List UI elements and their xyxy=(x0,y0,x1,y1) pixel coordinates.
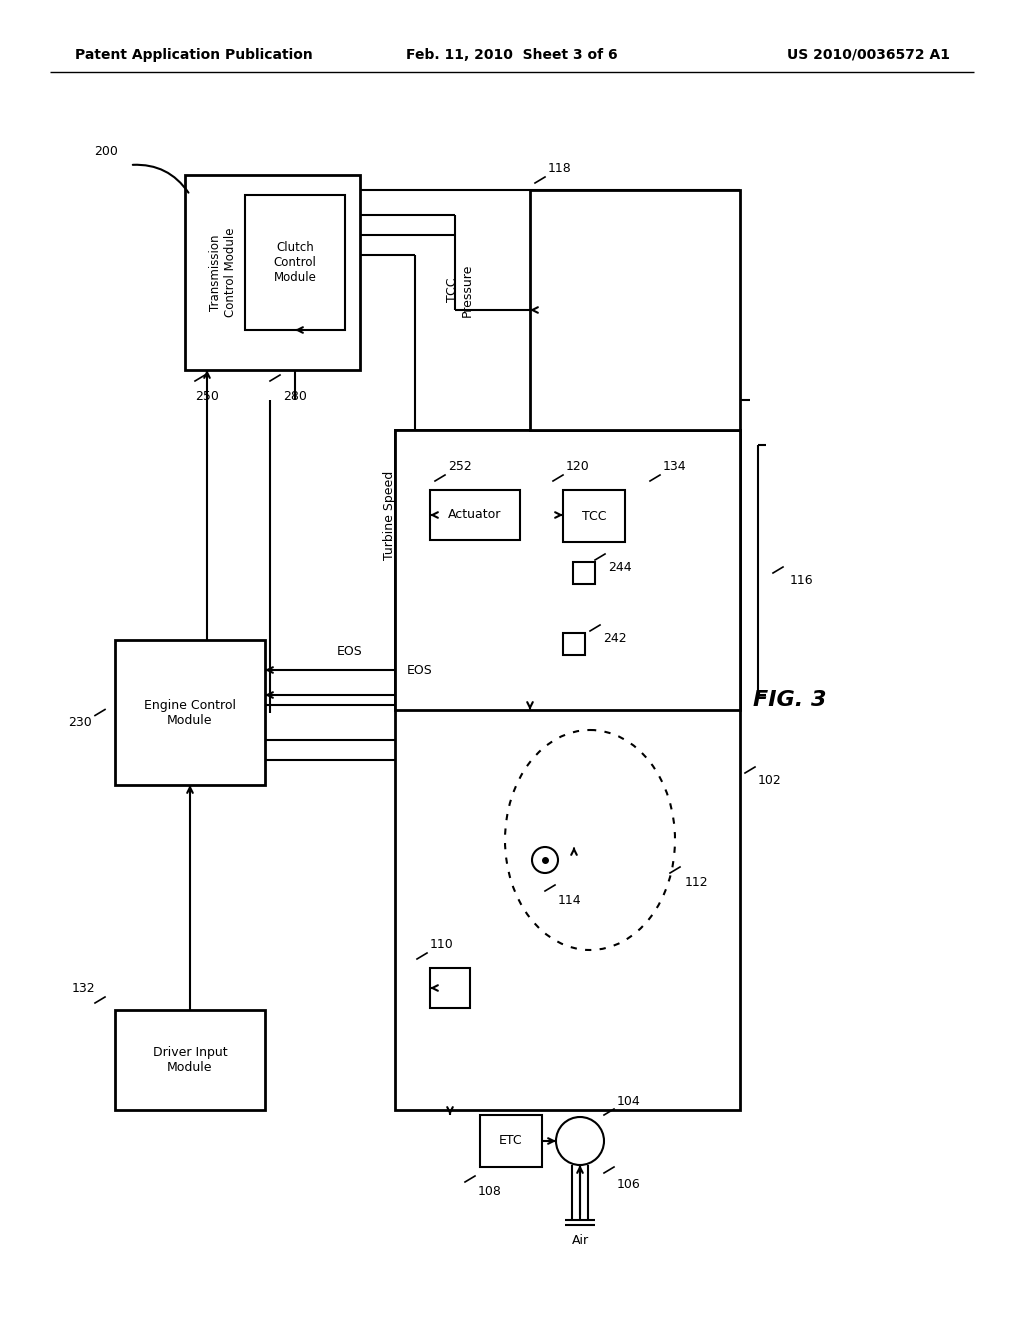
Text: Turbine Speed: Turbine Speed xyxy=(384,470,396,560)
Text: ETC: ETC xyxy=(499,1134,523,1147)
Text: Feb. 11, 2010  Sheet 3 of 6: Feb. 11, 2010 Sheet 3 of 6 xyxy=(407,48,617,62)
Text: 200: 200 xyxy=(94,145,118,158)
Text: Clutch
Control
Module: Clutch Control Module xyxy=(273,242,316,284)
Bar xyxy=(563,634,585,655)
Text: 132: 132 xyxy=(72,982,95,995)
Text: 114: 114 xyxy=(558,894,582,907)
Bar xyxy=(530,190,740,430)
Text: 108: 108 xyxy=(478,1185,502,1199)
Text: 104: 104 xyxy=(617,1096,641,1107)
Bar xyxy=(480,1115,542,1167)
Bar xyxy=(115,640,265,785)
Bar xyxy=(430,490,520,540)
Text: Engine Control
Module: Engine Control Module xyxy=(144,698,236,726)
Circle shape xyxy=(556,1117,604,1166)
Bar xyxy=(115,1010,265,1110)
Text: Air: Air xyxy=(571,1233,589,1246)
Text: 242: 242 xyxy=(603,632,627,645)
Text: TCC: TCC xyxy=(582,510,606,523)
Bar xyxy=(245,195,345,330)
Bar xyxy=(573,562,595,583)
Text: US 2010/0036572 A1: US 2010/0036572 A1 xyxy=(787,48,950,62)
Text: 116: 116 xyxy=(790,574,814,587)
Text: FIG. 3: FIG. 3 xyxy=(754,690,826,710)
Bar xyxy=(395,430,740,1110)
Bar xyxy=(395,430,740,710)
Text: 244: 244 xyxy=(608,561,632,574)
Text: 280: 280 xyxy=(283,389,307,403)
Text: 134: 134 xyxy=(663,459,687,473)
Ellipse shape xyxy=(505,730,675,950)
Text: Driver Input
Module: Driver Input Module xyxy=(153,1045,227,1074)
Circle shape xyxy=(532,847,558,873)
Text: EOS: EOS xyxy=(337,645,362,657)
Text: 120: 120 xyxy=(566,459,590,473)
Text: Patent Application Publication: Patent Application Publication xyxy=(75,48,312,62)
Bar xyxy=(430,968,470,1008)
Text: 112: 112 xyxy=(685,876,709,888)
Text: EOS: EOS xyxy=(408,664,433,676)
Bar xyxy=(185,176,360,370)
Text: 110: 110 xyxy=(430,939,454,950)
Text: 252: 252 xyxy=(449,459,472,473)
Text: 230: 230 xyxy=(69,717,92,730)
Text: 118: 118 xyxy=(548,162,571,176)
Text: 106: 106 xyxy=(617,1177,641,1191)
Text: TCC
Pressure: TCC Pressure xyxy=(446,263,474,317)
Text: 102: 102 xyxy=(758,774,781,787)
Text: Actuator: Actuator xyxy=(449,508,502,521)
Text: 250: 250 xyxy=(195,389,219,403)
Bar xyxy=(563,490,625,543)
Text: Transmission
Control Module: Transmission Control Module xyxy=(209,228,237,317)
